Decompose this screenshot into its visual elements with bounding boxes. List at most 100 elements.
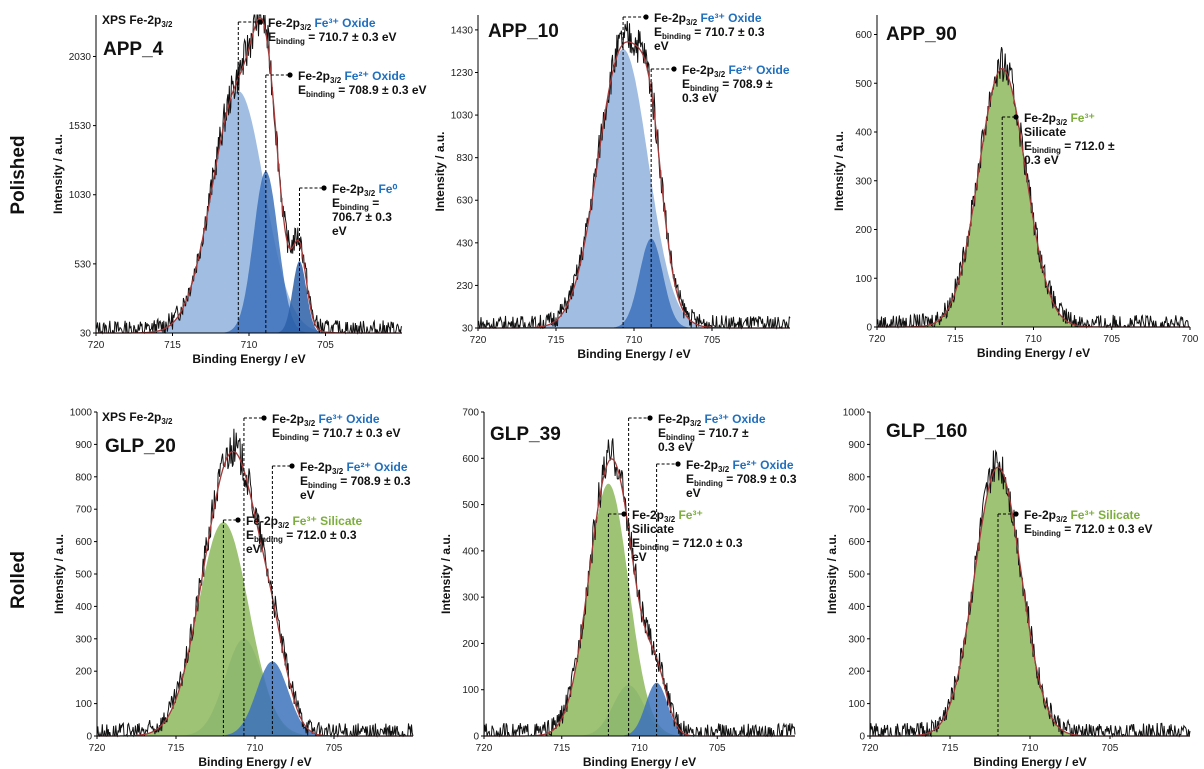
y-tick-label: 700 [75, 505, 92, 516]
x-tick-label: 710 [1022, 743, 1039, 754]
y-tick-label: 1430 [451, 25, 474, 36]
x-tick-label: 705 [1103, 334, 1120, 345]
annotation-binding-energy: eV [654, 39, 669, 53]
annotation-binding-energy: 0.3 eV [682, 91, 717, 105]
annotation-species-label: Fe-2p3/2 Fe²⁺ Oxide [682, 63, 790, 79]
x-tick-label: 705 [709, 743, 726, 754]
annotation-binding-energy: 0.3 eV [658, 440, 693, 454]
y-tick-label: 2030 [69, 52, 92, 63]
annotation-species-label: Fe-2p3/2 Fe²⁺ Oxide [686, 458, 794, 474]
y-tick-label: 1000 [70, 408, 93, 419]
annotation-binding-energy: Ebinding = 708.9 ± [682, 77, 773, 93]
x-tick-label: 710 [247, 743, 264, 754]
component-silicate-area [870, 467, 1190, 736]
row-label-rolled: Rolled [8, 551, 29, 609]
y-tick-label: 230 [456, 281, 473, 292]
annotation-binding-energy: Ebinding = 712.0 ± 0.3 [246, 528, 357, 544]
annotation-binding-energy: Ebinding = 710.7 ± 0.3 eV [272, 426, 401, 442]
panel-APP_10: 30 230 430 630 830 1030 1230 1430 720 715 710 705 Bi… [433, 11, 791, 361]
y-tick-label: 0 [473, 732, 479, 743]
x-tick-label: 715 [164, 340, 181, 351]
x-tick-label: 715 [553, 743, 570, 754]
y-axis-label: Intensity / a.u. [825, 534, 839, 614]
component-silicate-area [97, 522, 413, 736]
x-tick-label: 715 [548, 335, 565, 346]
y-tick-label: 600 [75, 537, 92, 548]
y-tick-label: 30 [462, 324, 474, 335]
x-tick-label: 720 [88, 340, 105, 351]
panel-title: GLP_20 [105, 436, 176, 457]
annotation-binding-energy: eV [300, 488, 315, 502]
x-tick-label: 720 [476, 743, 493, 754]
annotation-species-label-2: Silicate [1024, 125, 1066, 139]
y-tick-label: 630 [456, 196, 473, 207]
y-tick-label: 500 [462, 500, 479, 511]
annotation-species-label: Fe-2p3/2 Fe³⁺ [1024, 111, 1095, 127]
panel-title: APP_4 [103, 39, 164, 60]
panel-subtitle: XPS Fe-2p3/2 [102, 13, 173, 29]
annotation-binding-energy: Ebinding = 708.9 ± 0.3 eV [298, 83, 427, 99]
x-axis-label: Binding Energy / eV [198, 755, 311, 769]
y-tick-label: 300 [855, 176, 872, 187]
annotation-species-label: Fe-2p3/2 Fe³⁺ [632, 508, 703, 524]
y-tick-label: 1030 [451, 111, 474, 122]
y-tick-label: 1230 [451, 68, 474, 79]
panel-title: GLP_39 [490, 424, 561, 445]
x-tick-label: 720 [89, 743, 106, 754]
annotation-binding-energy: Ebinding = [332, 196, 379, 212]
raw-spectrum-line [483, 438, 796, 738]
y-tick-label: 600 [855, 30, 872, 41]
y-axis-label: Intensity / a.u. [832, 131, 846, 211]
annotation-binding-energy: eV [632, 550, 647, 564]
annotation-binding-energy: Ebinding = 710.7 ± 0.3 eV [268, 30, 397, 46]
x-tick-label: 705 [704, 335, 721, 346]
x-tick-label: 710 [1025, 334, 1042, 345]
annotation-binding-energy: eV [246, 542, 261, 556]
x-tick-label: 710 [626, 335, 643, 346]
x-tick-label: 700 [1182, 334, 1199, 345]
y-tick-label: 0 [859, 732, 865, 743]
component-oxide2-area [478, 238, 790, 328]
row-label-polished: Polished [8, 135, 29, 214]
y-tick-label: 400 [855, 128, 872, 139]
leader-dot [621, 511, 627, 517]
y-tick-label: 100 [75, 699, 92, 710]
y-tick-label: 0 [866, 323, 872, 334]
y-axis-label: Intensity / a.u. [439, 534, 453, 614]
panel-subtitle: XPS Fe-2p3/2 [102, 410, 173, 426]
y-tick-label: 300 [848, 634, 865, 645]
x-tick-label: 705 [1102, 743, 1119, 754]
leader-dot [321, 185, 327, 191]
y-tick-label: 700 [462, 408, 479, 419]
y-tick-label: 600 [848, 537, 865, 548]
y-tick-label: 800 [75, 472, 92, 483]
annotation-species-label: Fe-2p3/2 Fe³⁺ Silicate [246, 514, 362, 530]
x-axis-label: Binding Energy / eV [577, 347, 690, 361]
x-tick-label: 715 [947, 334, 964, 345]
panel-title: APP_90 [886, 24, 957, 45]
y-tick-label: 900 [75, 440, 92, 451]
y-tick-label: 400 [75, 602, 92, 613]
panel-APP_90: 0 100 200 300 400 500 600 720 715 710 705 700 Bindin… [832, 15, 1199, 360]
panel-GLP_39: 0 100 200 300 400 500 600 700 720 715 710 705 Bindin… [439, 408, 797, 769]
y-axis-label: Intensity / a.u. [51, 134, 65, 214]
leader-dot [1013, 114, 1019, 120]
y-tick-label: 800 [848, 472, 865, 483]
panel-title: GLP_160 [886, 421, 967, 442]
y-tick-label: 600 [462, 454, 479, 465]
annotation-binding-energy: Ebinding = 712.0 ± [1024, 139, 1115, 155]
x-axis-label: Binding Energy / eV [973, 755, 1086, 769]
leader-dot [647, 415, 653, 421]
y-axis-label: Intensity / a.u. [52, 534, 66, 614]
annotation-species-label: Fe-2p3/2 Fe³⁺ Oxide [654, 11, 762, 27]
raw-spectrum-line [876, 47, 1190, 329]
